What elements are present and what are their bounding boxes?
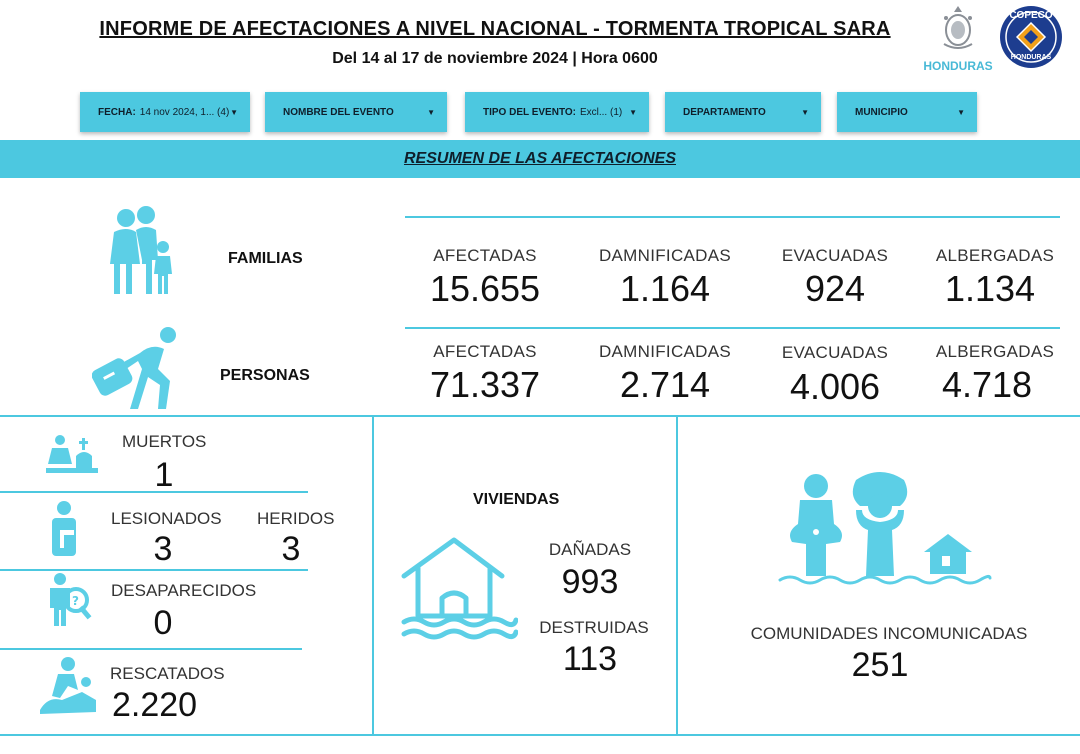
chevron-down-icon: ▼ xyxy=(801,107,809,117)
injured-person-icon xyxy=(52,501,76,556)
rescue-icon xyxy=(40,657,96,714)
filter-municipio[interactable]: MUNICIPIO ▼ xyxy=(837,92,977,132)
personas-label: PERSONAS xyxy=(220,367,310,384)
heridos-value: 3 xyxy=(281,530,301,568)
desaparecidos-label: DESAPARECIDOS xyxy=(111,581,257,600)
flooded-house-icon xyxy=(401,537,518,640)
filter-tipo-evento[interactable]: TIPO DEL EVENTO: Excl... (1) ▼ xyxy=(465,92,649,132)
chevron-down-icon: ▼ xyxy=(230,107,238,117)
rescatados-label: RESCATADOS xyxy=(110,664,225,683)
rescatados-value: 2.220 xyxy=(112,686,198,724)
filter-tipo-evento-value: Excl... (1) xyxy=(579,106,623,118)
personas-damnificadas-label: DAMNIFICADAS xyxy=(598,342,732,361)
lesionados-value: 3 xyxy=(153,530,173,568)
chevron-down-icon: ▼ xyxy=(629,107,637,117)
coat-of-arms-icon xyxy=(943,6,973,49)
bottom-divider xyxy=(0,734,1080,736)
familias-evacuadas-value: 924 xyxy=(804,268,866,309)
comunidades-value: 251 xyxy=(851,646,909,684)
comunidades-label: COMUNIDADES INCOMUNICADAS xyxy=(750,624,1028,643)
column-divider xyxy=(676,415,678,735)
column-divider xyxy=(372,415,374,735)
viviendas-destruidas-label: DESTRUIDAS xyxy=(539,618,649,637)
muertos-label: MUERTOS xyxy=(122,432,207,451)
honduras-logo: HONDURAS xyxy=(916,4,1000,73)
desaparecidos-value: 0 xyxy=(153,604,173,642)
filter-nombre-evento[interactable]: NOMBRE DEL EVENTO ▼ xyxy=(265,92,447,132)
personas-damnificadas-value: 2.714 xyxy=(619,364,711,405)
personas-afectadas-label: AFECTADAS xyxy=(433,342,537,361)
personas-evacuadas-label: EVACUADAS xyxy=(781,343,889,362)
filter-departamento-label: DEPARTAMENTO xyxy=(683,106,766,118)
chevron-down-icon: ▼ xyxy=(957,107,965,117)
divider xyxy=(405,327,1060,329)
divider xyxy=(0,491,308,493)
evacuating-person-icon xyxy=(92,327,176,409)
viviendas-danadas-label: DAÑADAS xyxy=(548,540,632,559)
copeco-logo: COPECO HONDURAS xyxy=(998,4,1064,70)
personas-evacuadas-value: 4.006 xyxy=(789,366,881,407)
heridos-label: HERIDOS xyxy=(257,509,335,528)
familias-damnificadas-label: DAMNIFICADAS xyxy=(598,246,732,265)
isolated-community-icon xyxy=(778,472,992,585)
svg-text:?: ? xyxy=(72,594,79,608)
divider xyxy=(405,216,1060,218)
familias-label: FAMILIAS xyxy=(228,250,303,267)
filter-tipo-evento-label: TIPO DEL EVENTO: xyxy=(483,106,576,118)
viviendas-destruidas-value: 113 xyxy=(562,640,618,678)
chevron-down-icon: ▼ xyxy=(427,107,435,117)
muertos-value: 1 xyxy=(154,456,174,494)
honduras-logo-text: HONDURAS xyxy=(923,59,993,73)
filter-fecha-value: 14 nov 2024, 1... (4) xyxy=(139,106,230,118)
familias-damnificadas-value: 1.164 xyxy=(619,268,711,309)
familias-evacuadas-label: EVACUADAS xyxy=(781,246,889,265)
viviendas-title: VIVIENDAS xyxy=(473,491,560,508)
personas-albergadas-label: ALBERGADAS xyxy=(935,342,1055,361)
section-divider xyxy=(0,415,1080,417)
filter-departamento[interactable]: DEPARTAMENTO ▼ xyxy=(665,92,821,132)
copeco-logo-subtext: HONDURAS xyxy=(1010,54,1052,61)
report-title: INFORME DE AFECTACIONES A NIVEL NACIONAL… xyxy=(99,18,891,40)
viviendas-danadas-value: 993 xyxy=(561,563,619,601)
filter-fecha-label: FECHA: xyxy=(98,106,136,118)
filter-nombre-evento-label: NOMBRE DEL EVENTO xyxy=(283,106,394,118)
divider xyxy=(0,569,308,571)
missing-person-icon: ? xyxy=(50,573,92,626)
filter-municipio-label: MUNICIPIO xyxy=(855,106,908,118)
family-icon xyxy=(110,206,172,294)
familias-afectadas-value: 15.655 xyxy=(429,268,541,309)
lesionados-label: LESIONADOS xyxy=(111,509,222,528)
filter-fecha[interactable]: FECHA: 14 nov 2024, 1... (4) ▼ xyxy=(80,92,250,132)
summary-banner: RESUMEN DE LAS AFECTACIONES xyxy=(0,140,1080,178)
copeco-logo-text: COPECO xyxy=(1009,10,1053,21)
personas-albergadas-value: 4.718 xyxy=(941,364,1033,405)
report-subtitle: Del 14 al 17 de noviembre 2024 | Hora 06… xyxy=(332,50,658,67)
familias-albergadas-value: 1.134 xyxy=(944,268,1036,309)
familias-afectadas-label: AFECTADAS xyxy=(433,246,537,265)
personas-afectadas-value: 71.337 xyxy=(429,364,541,405)
familias-albergadas-label: ALBERGADAS xyxy=(935,246,1055,265)
divider xyxy=(0,648,302,650)
grave-icon xyxy=(46,435,98,473)
